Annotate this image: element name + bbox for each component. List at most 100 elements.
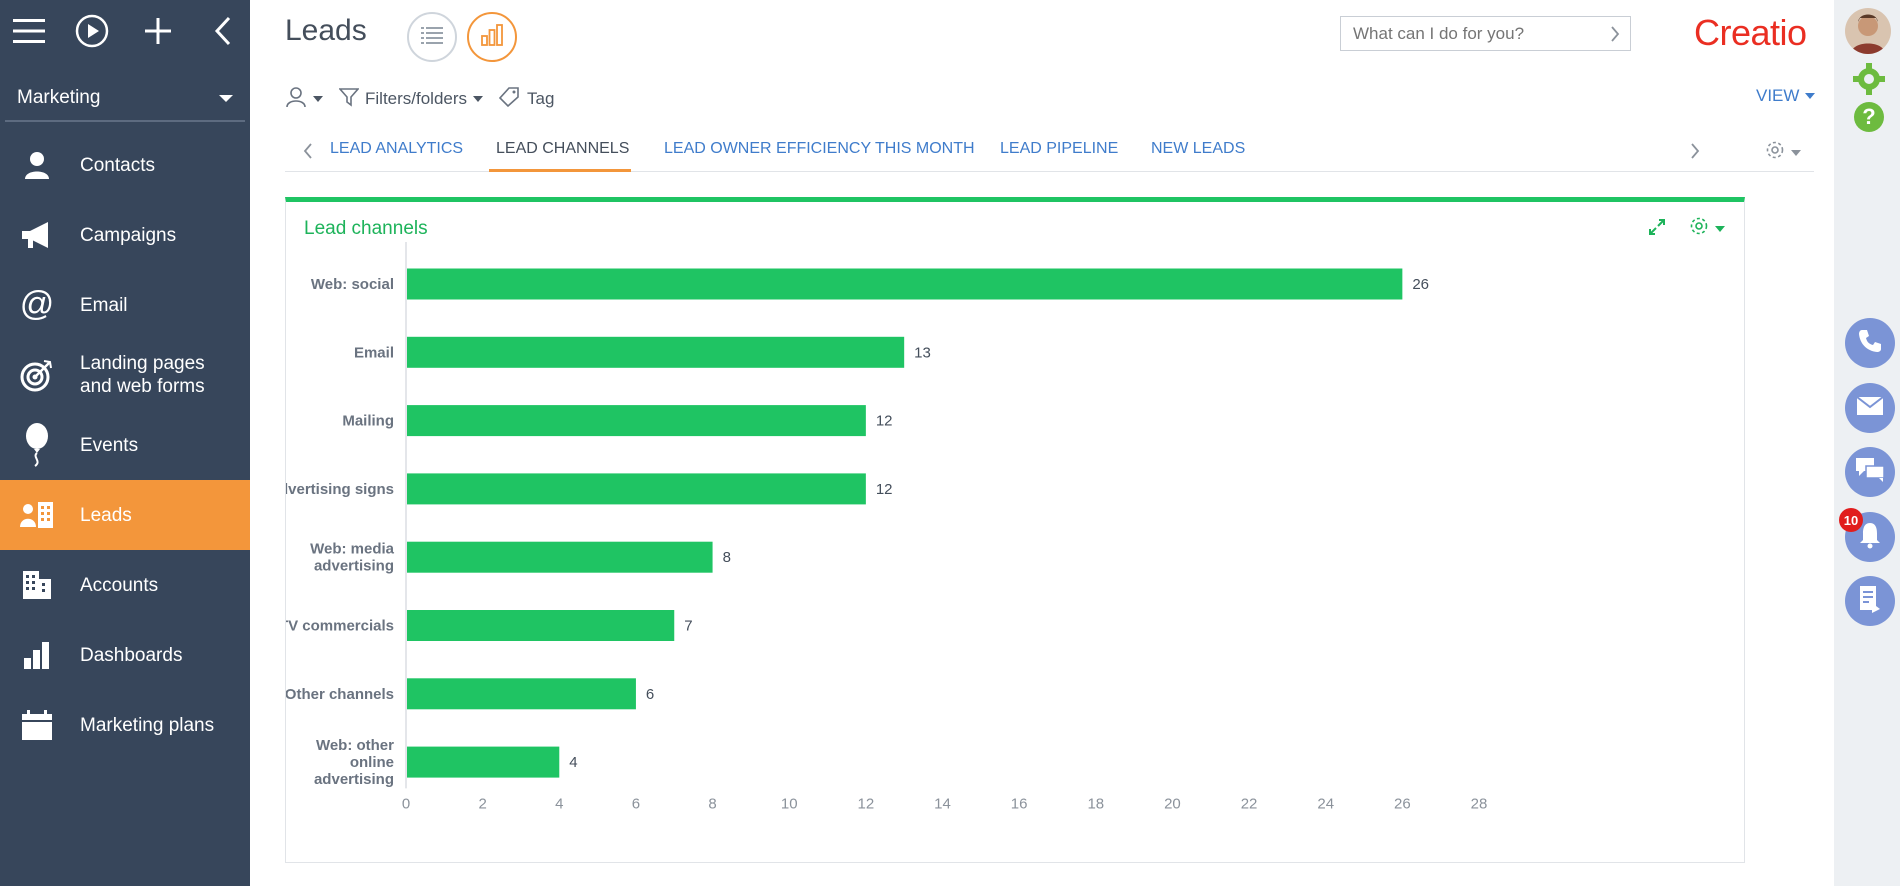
x-tick-label: 22 (1241, 795, 1258, 812)
collapse-sidebar-icon[interactable] (206, 14, 240, 48)
chat-icon (1855, 457, 1885, 488)
list-view-button[interactable] (407, 12, 457, 62)
sidebar-item-label: Email (80, 294, 128, 316)
target-icon (18, 356, 56, 394)
sidebar-item-label: Campaigns (80, 224, 177, 246)
svg-text:@: @ (20, 288, 54, 322)
sidebar-item-landing-pages[interactable]: Landing pages and web forms (0, 340, 250, 410)
bar-chart-icon (481, 23, 503, 51)
tab-lead-channels[interactable]: LEAD CHANNELS (496, 140, 630, 157)
email-button[interactable] (1845, 383, 1895, 433)
x-tick-label: 6 (632, 795, 640, 812)
chart-bar[interactable] (407, 268, 1403, 300)
analytics-view-button[interactable] (467, 12, 517, 62)
x-tick-label: 10 (781, 795, 798, 812)
notification-count-badge: 10 (1839, 508, 1863, 532)
balloon-icon (18, 423, 56, 467)
chevron-down-icon (1715, 225, 1725, 232)
chart-bar[interactable] (407, 336, 905, 368)
add-icon[interactable] (141, 14, 175, 48)
chart-bar[interactable] (407, 746, 560, 778)
view-button[interactable]: VIEW (1756, 86, 1816, 106)
chart-settings-button[interactable] (1689, 216, 1725, 241)
gear-icon (1765, 140, 1785, 165)
tag-button[interactable]: Tag (498, 86, 555, 112)
tab-lead-pipeline[interactable]: LEAD PIPELINE (1000, 140, 1119, 157)
sidebar-item-events[interactable]: Events (0, 410, 250, 480)
sidebar-item-accounts[interactable]: Accounts (0, 550, 250, 620)
filter-icon (338, 87, 360, 112)
chevron-right-icon[interactable] (1610, 25, 1620, 48)
sidebar-item-leads[interactable]: Leads (0, 480, 250, 550)
gear-icon (1689, 216, 1709, 241)
chat-button[interactable] (1845, 447, 1895, 497)
chart-bar[interactable] (407, 541, 713, 573)
sidebar-item-label: Leads (80, 504, 132, 526)
document-icon (1858, 585, 1882, 618)
user-icon (285, 86, 307, 113)
tab-lead-owner-efficiency[interactable]: LEAD OWNER EFFICIENCY THIS MONTH (664, 140, 975, 157)
tabs-scroll-left-icon[interactable] (303, 142, 313, 165)
category-label: Email (354, 344, 394, 361)
view-label: VIEW (1756, 86, 1800, 105)
help-icon[interactable]: ? (1853, 101, 1885, 138)
list-icon (421, 26, 443, 49)
sidebar-item-label: Marketing plans (80, 714, 215, 736)
chart-title: Lead channels (304, 218, 428, 239)
system-settings-icon[interactable] (1852, 62, 1886, 101)
expand-icon[interactable] (1648, 218, 1666, 241)
envelope-icon (1856, 395, 1884, 421)
avatar[interactable] (1845, 8, 1891, 54)
menu-icon[interactable] (12, 14, 46, 48)
owner-filter-button[interactable] (285, 86, 323, 113)
analytics-tabs: LEAD ANALYTICS LEAD CHANNELS LEAD OWNER … (285, 130, 1814, 172)
workspace-select[interactable]: Marketing (5, 76, 245, 122)
page-title: Leads (285, 14, 367, 47)
calendar-icon (18, 706, 56, 744)
filters-folders-button[interactable]: Filters/folders (338, 87, 484, 112)
bell-icon (1858, 521, 1882, 554)
phone-button[interactable] (1845, 318, 1895, 368)
tabs-scroll-right-icon[interactable] (1690, 142, 1700, 165)
data-label: 12 (876, 413, 893, 430)
sidebar-item-label: Events (80, 434, 139, 456)
command-search[interactable] (1340, 16, 1631, 51)
x-tick-label: 20 (1164, 795, 1181, 812)
chart-bar[interactable] (407, 405, 866, 437)
chevron-down-icon (473, 96, 484, 102)
leads-icon (18, 496, 56, 534)
sidebar-item-dashboards[interactable]: Dashboards (0, 620, 250, 690)
sidebar-item-marketing-plans[interactable]: Marketing plans (0, 690, 250, 760)
category-label: Advertising signs (286, 481, 394, 498)
tab-lead-analytics[interactable]: LEAD ANALYTICS (330, 140, 464, 157)
x-tick-label: 16 (1011, 795, 1028, 812)
sidebar-item-contacts[interactable]: Contacts (0, 130, 250, 200)
tag-label: Tag (527, 89, 555, 108)
sidebar-nav: Contacts Campaigns @ Email Landing pages… (0, 130, 250, 760)
chevron-down-icon (1791, 149, 1801, 156)
play-icon[interactable] (75, 14, 109, 48)
x-tick-label: 26 (1394, 795, 1411, 812)
chart-bar[interactable] (407, 473, 866, 505)
sidebar-item-label: Accounts (80, 574, 159, 596)
contact-icon (18, 146, 56, 184)
data-label: 26 (1412, 276, 1429, 293)
data-label: 7 (684, 618, 692, 635)
x-tick-label: 14 (934, 795, 951, 812)
sidebar: Marketing Contacts Campaigns @ Email (0, 0, 250, 886)
chart-bar[interactable] (407, 610, 675, 641)
tab-new-leads[interactable]: NEW LEADS (1151, 140, 1246, 157)
sidebar-item-campaigns[interactable]: Campaigns (0, 200, 250, 270)
tabs-settings-button[interactable] (1765, 140, 1801, 165)
right-rail: ? 10 (1834, 0, 1900, 886)
x-tick-label: 8 (708, 795, 716, 812)
tag-icon (498, 86, 519, 112)
data-label: 4 (569, 754, 577, 771)
creatio-logo: Creatio (1694, 12, 1807, 53)
search-input[interactable] (1353, 23, 1593, 44)
document-button[interactable] (1845, 576, 1895, 626)
chart-bar[interactable] (407, 678, 636, 710)
category-label: Other channels (286, 686, 394, 703)
sidebar-item-email[interactable]: @ Email (0, 270, 250, 340)
